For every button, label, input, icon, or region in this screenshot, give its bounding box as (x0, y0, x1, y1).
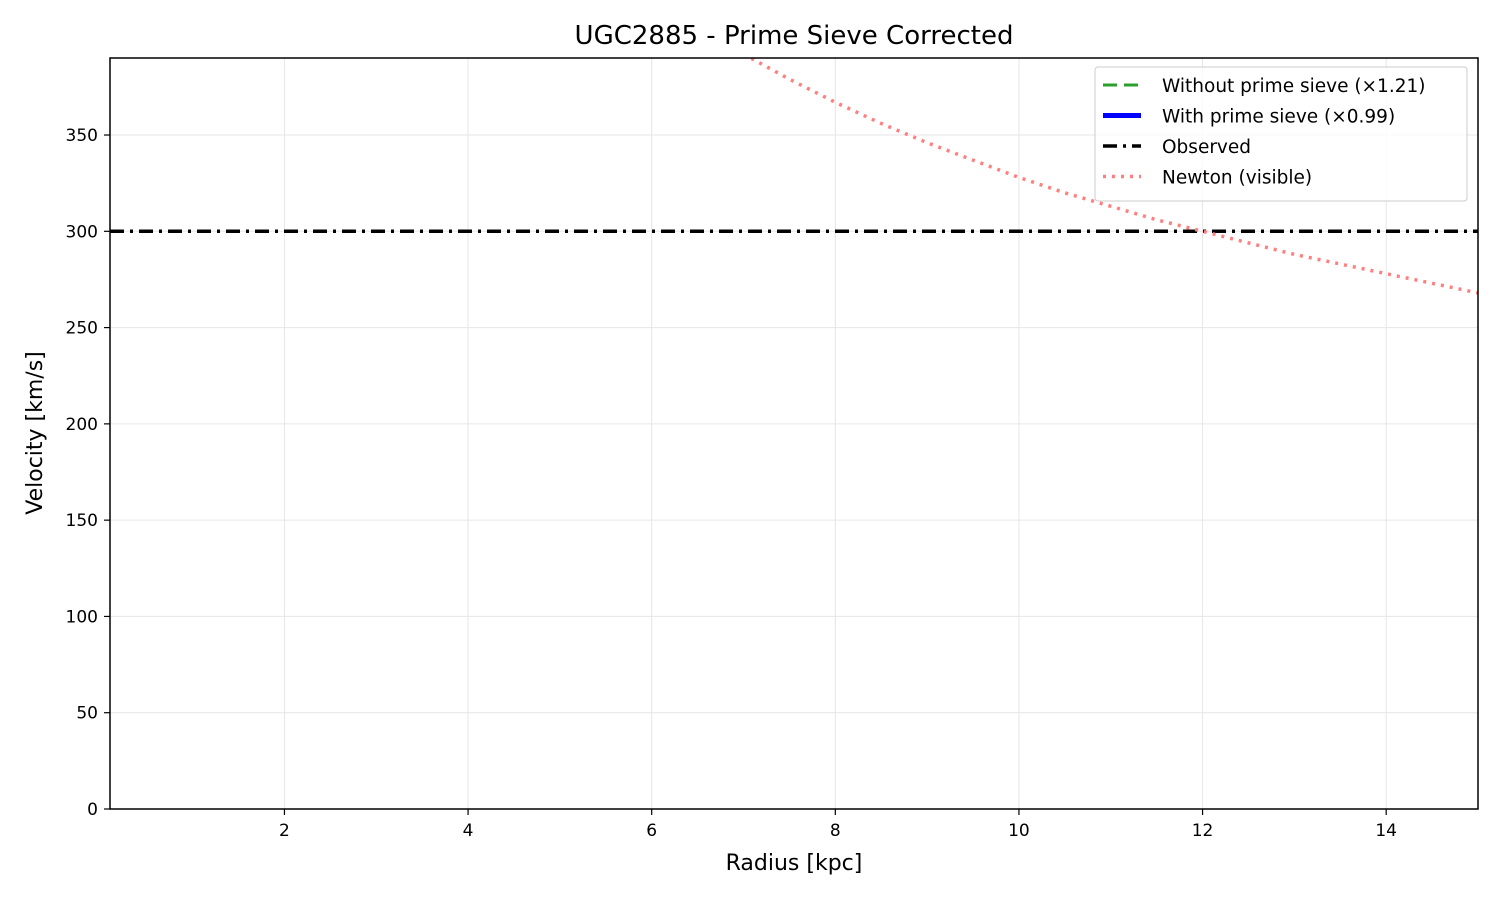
y-tick-label: 300 (66, 222, 98, 242)
x-axis-label: Radius [kpc] (726, 851, 863, 876)
y-tick-label: 50 (76, 704, 98, 724)
chart-title: UGC2885 - Prime Sieve Corrected (575, 21, 1014, 51)
x-tick-label: 12 (1192, 821, 1214, 841)
y-tick-label: 250 (66, 319, 98, 339)
y-axis-label: Velocity [km/s] (23, 351, 48, 515)
plot-frame (109, 57, 1479, 810)
x-tick-label: 8 (830, 821, 841, 841)
y-axis-ticks: 0 50 100 150 200 250 300 350 (66, 126, 110, 820)
legend-label: Observed (1162, 137, 1251, 158)
legend: Without prime sieve (×1.21) With prime si… (1094, 66, 1468, 202)
x-tick-label: 10 (1008, 821, 1030, 841)
x-tick-label: 4 (463, 821, 474, 841)
x-tick-label: 2 (279, 821, 290, 841)
y-tick-label: 200 (66, 415, 98, 435)
x-tick-label: 14 (1375, 821, 1397, 841)
y-tick-label: 350 (66, 126, 98, 146)
y-tick-label: 100 (66, 607, 98, 627)
x-tick-label: 6 (646, 821, 657, 841)
legend-label: Without prime sieve (×1.21) (1162, 76, 1425, 97)
y-tick-label: 150 (66, 511, 98, 531)
legend-label: With prime sieve (×0.99) (1162, 107, 1395, 128)
series-line-3 (746, 58, 1478, 295)
y-tick-label: 0 (87, 800, 98, 820)
x-axis-ticks: 2 4 6 8 10 12 14 (279, 809, 1397, 841)
series-layer (110, 58, 1478, 295)
legend-box (1094, 66, 1468, 202)
legend-label: Newton (visible) (1162, 168, 1312, 189)
